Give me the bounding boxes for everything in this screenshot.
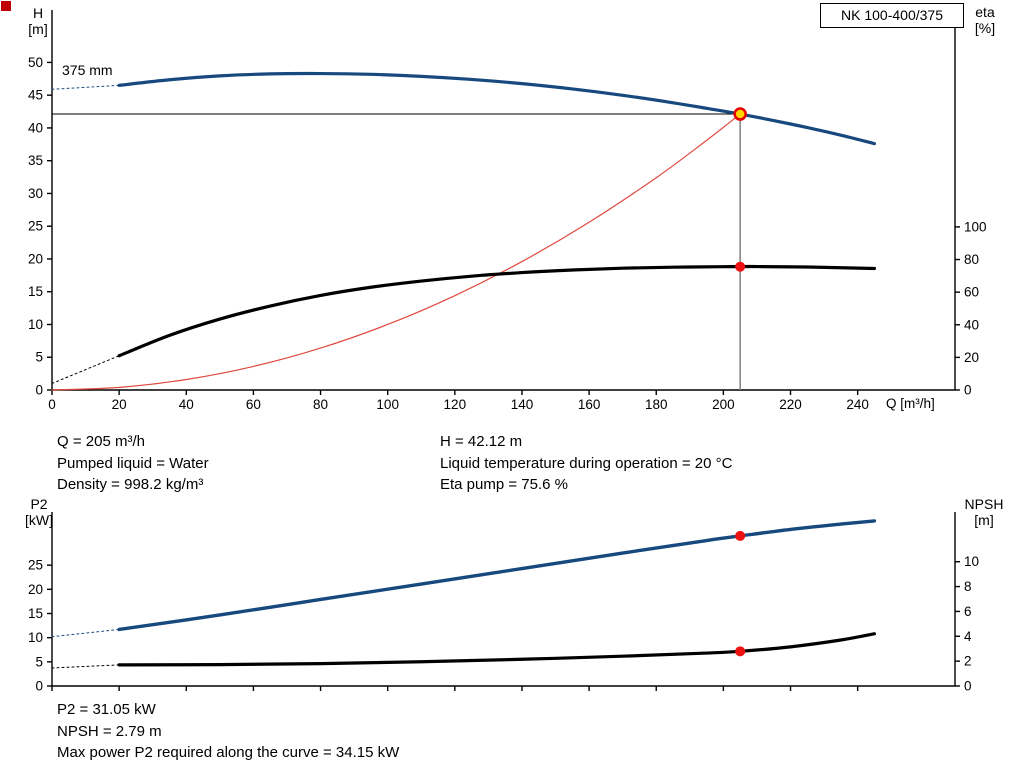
pump-model-badge: NK 100-400/375 bbox=[820, 3, 964, 28]
y-left-tick-label: 0 bbox=[35, 383, 43, 398]
y-left-tick-label: 10 bbox=[28, 317, 43, 332]
info-max-power: Max power P2 required along the curve = … bbox=[57, 744, 400, 761]
p2-curve-lead-in bbox=[51, 628, 120, 638]
x-tick-label: 180 bbox=[645, 397, 668, 412]
npsh-duty-point bbox=[735, 646, 746, 657]
p2-axis-unit: P2 [kW] bbox=[18, 496, 60, 528]
y-left-tick-label: 25 bbox=[28, 219, 43, 234]
pump-curve-lead-in bbox=[51, 84, 120, 90]
y-left-tick-label: 40 bbox=[28, 120, 43, 135]
eta-curve-lead-in bbox=[51, 355, 120, 384]
npsh-axis-unit: NPSH [m] bbox=[958, 496, 1010, 528]
y-left-tick-label: 25 bbox=[28, 558, 43, 573]
y-right-tick-label: 8 bbox=[964, 579, 972, 594]
y-left-tick-label: 10 bbox=[28, 630, 43, 645]
x-tick-label: 200 bbox=[712, 397, 735, 412]
impeller-diameter-label: 375 mm bbox=[62, 62, 113, 78]
x-tick-label: 40 bbox=[179, 397, 194, 412]
y-right-tick-label: 4 bbox=[964, 629, 972, 644]
chart-1: 0 5 10 15 20 25 0 2 4 6 8 10 bbox=[28, 512, 979, 694]
info-p2: P2 = 31.05 kW bbox=[57, 701, 156, 718]
y-left-tick-label: 15 bbox=[28, 284, 43, 299]
y-right-tick-label: 100 bbox=[964, 219, 987, 234]
x-tick-label: 20 bbox=[112, 397, 127, 412]
x-tick-label: 80 bbox=[313, 397, 328, 412]
y-left-tick-label: 5 bbox=[35, 350, 43, 365]
head-axis-unit: H [m] bbox=[20, 5, 56, 37]
power-info-panel: P2 = 31.05 kW NPSH = 2.79 m Max power P2… bbox=[57, 699, 399, 764]
y-left-tick-label: 15 bbox=[28, 606, 43, 621]
npsh-axis-units: [m] bbox=[974, 512, 994, 528]
info-liquid: Pumped liquid = Water bbox=[57, 454, 209, 472]
p2-duty-point bbox=[735, 530, 746, 541]
info-density: Density = 998.2 kg/m³ bbox=[57, 476, 204, 493]
eta-duty-point bbox=[735, 261, 746, 272]
chart-0-axes bbox=[47, 10, 960, 395]
corner-red-square-icon bbox=[1, 1, 11, 11]
y-left-tick-label: 50 bbox=[28, 55, 43, 70]
y-right-tick-label: 60 bbox=[964, 285, 979, 300]
system-curve bbox=[51, 113, 741, 391]
y-right-tick-label: 6 bbox=[964, 604, 972, 619]
info-eta: Eta pump = 75.6 % bbox=[440, 476, 568, 493]
x-tick-label: 240 bbox=[846, 397, 869, 412]
p2-curve bbox=[117, 519, 877, 632]
info-flow: Q = 205 m³/h bbox=[57, 433, 145, 450]
x-tick-label: 160 bbox=[578, 397, 601, 412]
p2-axis-units: [kW] bbox=[25, 512, 53, 528]
y-right-tick-label: 10 bbox=[964, 554, 979, 569]
x-tick-label: 100 bbox=[376, 397, 399, 412]
y-left-tick-label: 30 bbox=[28, 186, 43, 201]
info-npsh: NPSH = 2.79 m bbox=[57, 722, 162, 740]
eta-axis-units: [%] bbox=[974, 20, 996, 36]
head-axis-symbol: H bbox=[32, 5, 44, 21]
p2-axis-symbol: P2 bbox=[30, 496, 48, 512]
pump-curve-375mm bbox=[117, 71, 877, 146]
flow-axis-unit: Q [m³/h] bbox=[886, 396, 935, 411]
info-head: H = 42.12 m bbox=[440, 433, 523, 450]
y-left-tick-label: 0 bbox=[35, 679, 43, 694]
eta-curve bbox=[117, 264, 877, 358]
y-right-tick-label: 0 bbox=[964, 383, 972, 398]
y-right-tick-label: 2 bbox=[964, 654, 972, 669]
duty-info-panel: Q = 205 m³/h H = 42.12 m Pumped liquid =… bbox=[57, 431, 960, 496]
y-left-tick-label: 20 bbox=[28, 582, 43, 597]
chart-0: 0 20 40 60 80 100 120 140 160 180 200 220 2400510152… bbox=[28, 10, 987, 412]
duty-point[interactable] bbox=[733, 107, 747, 121]
eta-axis-unit: eta [%] bbox=[964, 4, 1006, 36]
info-temperature: Liquid temperature during operation = 20… bbox=[440, 454, 733, 472]
y-left-tick-label: 5 bbox=[35, 654, 43, 669]
y-left-tick-label: 20 bbox=[28, 251, 43, 266]
y-left-tick-label: 45 bbox=[28, 88, 43, 103]
y-right-tick-label: 20 bbox=[964, 350, 979, 365]
y-right-tick-label: 40 bbox=[964, 317, 979, 332]
npsh-curve-lead-in bbox=[51, 664, 120, 669]
head-axis-units: [m] bbox=[28, 21, 48, 37]
y-right-tick-label: 80 bbox=[964, 252, 979, 267]
eta-axis-symbol: eta bbox=[975, 4, 995, 20]
x-tick-label: 120 bbox=[444, 397, 467, 412]
x-tick-label: 140 bbox=[511, 397, 534, 412]
y-left-tick-label: 35 bbox=[28, 153, 43, 168]
y-right-tick-label: 0 bbox=[964, 679, 972, 694]
npsh-curve bbox=[117, 632, 877, 667]
chart-1-axes bbox=[47, 512, 960, 691]
x-tick-label: 0 bbox=[48, 397, 56, 412]
x-tick-label: 60 bbox=[246, 397, 261, 412]
x-tick-label: 220 bbox=[779, 397, 802, 412]
npsh-axis-symbol: NPSH bbox=[964, 496, 1004, 512]
